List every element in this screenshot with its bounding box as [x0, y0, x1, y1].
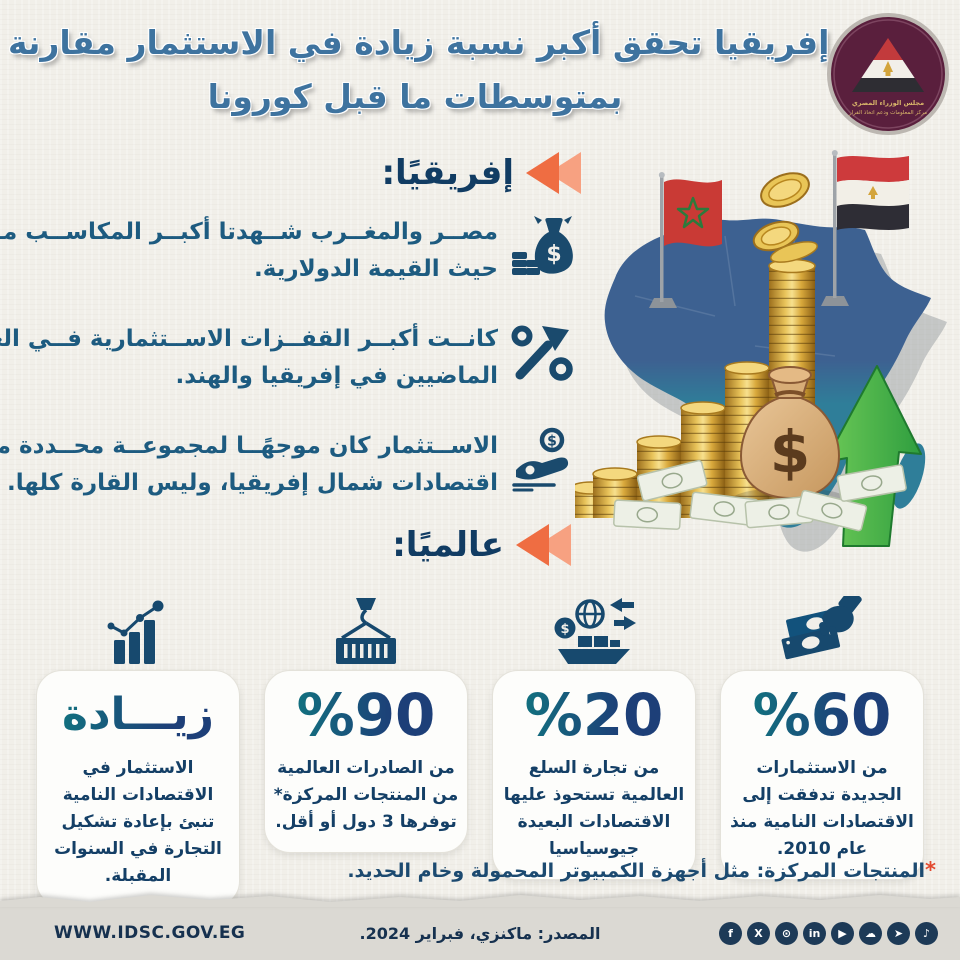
- eagle-emblem: [883, 61, 893, 76]
- trade-ship-icon: $: [492, 586, 696, 666]
- africa-section-heading: إفريقيًا:: [381, 153, 514, 193]
- stat-value: %20: [524, 681, 664, 749]
- card-20-percent: $ %20 من تجارة السلع العالمية تستحوذ علي…: [492, 586, 696, 907]
- cargo-container-icon: [264, 586, 468, 666]
- morocco-flag: [649, 172, 722, 308]
- idsc-logo: مجلس الوزراء المصري مركز المعلومات ودعم …: [826, 12, 950, 136]
- footnote: *المنتجات المركزة: مثل أجهزة الكمبيوتر ا…: [347, 858, 936, 882]
- footer-bar: WWW.IDSC.GOV.EG المصدر: ماكنزي، فبراير 2…: [0, 895, 960, 960]
- bullet-egypt-morocco: $ مصــر والمغــرب شــهدتا أكبــر المكاسـ…: [0, 212, 576, 288]
- svg-text:$: $: [770, 418, 810, 486]
- egypt-eagle: [868, 186, 878, 199]
- money-bag-icon: $: [510, 212, 576, 278]
- africa-map-illustration: $: [570, 146, 960, 574]
- stat-card: زيـــادة الاستثمار في الاقتصادات النامية…: [36, 670, 240, 907]
- dollar-bills: [613, 459, 907, 532]
- stat-value: %90: [296, 681, 436, 749]
- svg-text:$: $: [560, 622, 569, 637]
- stat-value: زيـــادة: [62, 683, 214, 747]
- footnote-asterisk: *: [925, 858, 936, 882]
- svg-text:$: $: [546, 242, 561, 267]
- hand-coin-icon: $: [510, 426, 576, 492]
- bullet-north-africa: $ الاســتثمار كان موجهًــا لمجموعــة محـ…: [0, 426, 576, 502]
- title-line-1: إفريقيا تحقق أكبر نسبة زيادة في الاستثما…: [8, 23, 830, 62]
- x-twitter-icon[interactable]: X: [747, 921, 770, 945]
- global-stat-cards: زيـــادة الاستثمار في الاقتصادات النامية…: [36, 586, 924, 907]
- page-title: إفريقيا تحقق أكبر نسبة زيادة في الاستثما…: [8, 16, 830, 124]
- stat-card: %90 من الصادرات العالمية من المنتجات الم…: [264, 670, 468, 853]
- card-90-percent: %90 من الصادرات العالمية من المنتجات الم…: [264, 586, 468, 907]
- egypt-flag: [821, 150, 909, 306]
- card-increase: زيـــادة الاستثمار في الاقتصادات النامية…: [36, 586, 240, 907]
- instagram-icon[interactable]: ⊙: [775, 921, 798, 945]
- svg-text:$: $: [547, 434, 557, 450]
- title-line-2: بمتوسطات ما قبل كورونا: [207, 77, 623, 116]
- torn-paper-edge: [0, 895, 960, 907]
- africa-bullets: $ مصــر والمغــرب شــهدتا أكبــر المكاسـ…: [0, 212, 576, 533]
- social-icons: f X ⊙ in ▶ ☁ ➤ ♪: [719, 921, 938, 945]
- stat-text: من تجارة السلع العالمية تستحوذ عليها الا…: [503, 758, 685, 859]
- source-text: المصدر: ماكنزي، فبراير 2024.: [359, 923, 601, 943]
- youtube-icon[interactable]: ▶: [831, 921, 854, 945]
- website-url[interactable]: WWW.IDSC.GOV.EG: [54, 923, 246, 943]
- tiktok-icon[interactable]: ♪: [915, 921, 938, 945]
- stat-card: %60 من الاستثمارات الجديدة تدفقت إلى الا…: [720, 670, 924, 880]
- stat-text: من الاستثمارات الجديدة تدفقت إلى الاقتصا…: [730, 758, 914, 859]
- stat-text: الاستثمار في الاقتصادات النامية تنبئ بإع…: [54, 758, 222, 886]
- global-section-heading: عالميًا:: [392, 525, 504, 565]
- footnote-text: المنتجات المركزة: مثل أجهزة الكمبيوتر ال…: [347, 860, 926, 882]
- logo-org-line1: مجلس الوزراء المصري: [852, 99, 924, 107]
- percent-growth-icon: [510, 319, 576, 385]
- soundcloud-icon[interactable]: ☁: [859, 921, 882, 945]
- telegram-icon[interactable]: ➤: [887, 921, 910, 945]
- bullet-text: الاســتثمار كان موجهًــا لمجموعــة محــد…: [0, 433, 498, 496]
- bullet-text: مصــر والمغــرب شــهدتا أكبــر المكاســب…: [0, 219, 498, 282]
- africa-section-header: إفريقيًا:: [0, 152, 582, 194]
- double-arrow-icon: [516, 524, 572, 566]
- idsc-logo-graphic: مجلس الوزراء المصري مركز المعلومات ودعم …: [827, 13, 949, 135]
- bullet-text: كانــت أكبــر القفــزات الاســتثمارية فـ…: [0, 326, 498, 389]
- logo-org-line2: مركز المعلومات ودعم اتخاذ القرار: [848, 109, 927, 116]
- global-section-header: عالميًا:: [0, 524, 572, 566]
- stat-value: %60: [752, 681, 892, 749]
- morocco-star: [676, 196, 710, 229]
- linkedin-icon[interactable]: in: [803, 921, 826, 945]
- bullet-investment-jumps: كانــت أكبــر القفــزات الاســتثمارية فـ…: [0, 319, 576, 395]
- card-60-percent: %60 من الاستثمارات الجديدة تدفقت إلى الا…: [720, 586, 924, 907]
- hand-money-icon: [720, 586, 924, 666]
- stat-card: %20 من تجارة السلع العالمية تستحوذ عليها…: [492, 670, 696, 880]
- stat-text: من الصادرات العالمية من المنتجات المركزة…: [273, 758, 459, 832]
- growth-chart-icon: [36, 586, 240, 666]
- madagascar-island: [892, 443, 926, 509]
- facebook-icon[interactable]: f: [719, 921, 742, 945]
- double-arrow-icon: [526, 152, 582, 194]
